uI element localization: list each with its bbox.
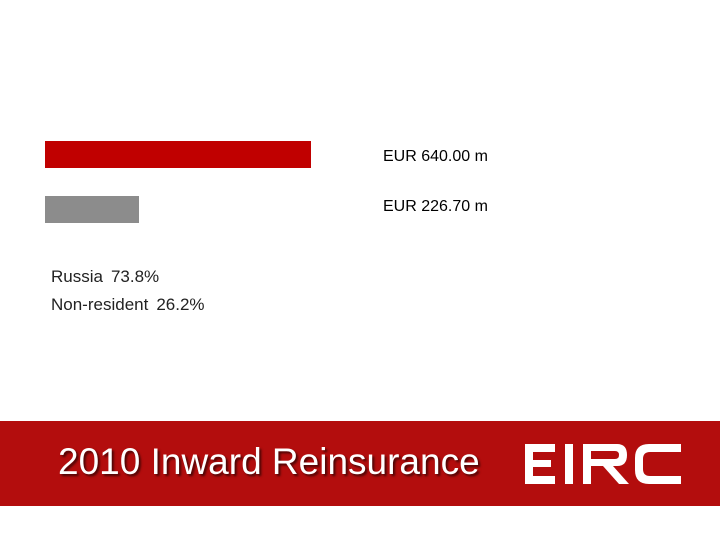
legend-item-non-resident: Non-resident 26.2% (51, 291, 205, 319)
eirc-logo-icon (525, 444, 681, 484)
legend-share-non-resident: 26.2% (156, 295, 205, 314)
legend-label-russia: Russia (51, 267, 103, 286)
value-label-non-resident: EUR 226.70 m (383, 198, 488, 215)
legend-item-russia: Russia 73.8% (51, 263, 205, 291)
bar-russia (45, 141, 311, 168)
value-label-russia: EUR 640.00 m (383, 148, 488, 165)
legend-share-russia: 73.8% (110, 267, 160, 286)
legend: Russia 73.8% Non-resident 26.2% (51, 263, 205, 319)
page-title: 2010 Inward Reinsurance (58, 441, 480, 482)
bar-non-resident (45, 196, 139, 223)
legend-label-non-resident: Non-resident (51, 295, 149, 314)
